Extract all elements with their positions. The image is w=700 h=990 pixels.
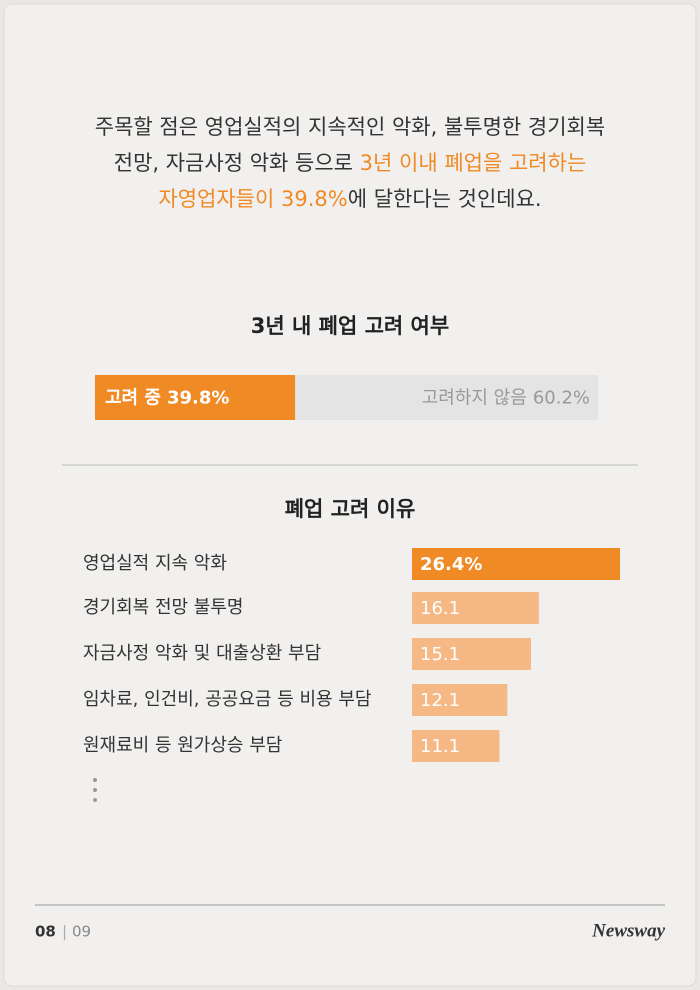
intro-segment: 전망, 자금사정 악화 등으로 xyxy=(114,151,360,175)
segment-label: 고려 중 39.8% xyxy=(105,388,229,409)
category-label: 경기회복 전망 불투명 xyxy=(83,597,243,618)
intro-segment: 에 달한다는 것인데요. xyxy=(348,187,542,211)
intro-segment: 주목할 점은 영업실적의 지속적인 악화, 불투명한 경기회복 xyxy=(95,115,605,139)
value-label: 15.1 xyxy=(420,644,460,665)
bar xyxy=(412,684,508,716)
chart-title: 폐업 고려 이유 xyxy=(285,497,416,521)
more-dots xyxy=(93,778,97,802)
value-label: 60.2% xyxy=(533,388,590,409)
intro-line: 주목할 점은 영업실적의 지속적인 악화, 불투명한 경기회복 xyxy=(95,115,605,139)
bar-segment xyxy=(295,375,598,420)
intro-line: 전망, 자금사정 악화 등으로 3년 이내 폐업을 고려하는 xyxy=(114,151,587,175)
category-label: 원재료비 등 원가상승 부담 xyxy=(83,735,282,756)
chart-title: 3년 내 폐업 고려 여부 xyxy=(251,314,449,338)
value-label: 26.4% xyxy=(420,554,482,575)
category-label: 자금사정 악화 및 대출상환 부담 xyxy=(83,643,321,664)
card xyxy=(3,3,697,987)
value-label: 11.1 xyxy=(420,736,460,757)
bar xyxy=(412,730,500,762)
bar xyxy=(412,638,531,670)
bar xyxy=(412,592,539,624)
bar xyxy=(412,548,621,580)
brand: Newsway xyxy=(591,920,665,941)
intro-line: 자영업자들이 39.8%에 달한다는 것인데요. xyxy=(158,187,541,211)
page-number: 08 xyxy=(35,923,56,941)
legend-name: 고려 중 xyxy=(105,388,161,409)
category-label: 영업실적 지속 악화 xyxy=(83,553,227,574)
page-total: 09 xyxy=(72,923,91,941)
segment-label: 고려하지 않음 60.2% xyxy=(422,388,590,409)
legend-name: 고려하지 않음 xyxy=(422,388,527,409)
page-separator: | xyxy=(62,923,67,941)
bar-segment xyxy=(95,375,296,420)
category-label: 임차료, 인건비, 공공요금 등 비용 부담 xyxy=(83,689,371,710)
intro-segment: 자영업자들이 39.8% xyxy=(158,187,347,211)
value-label: 12.1 xyxy=(420,690,460,711)
intro-segment: 3년 이내 폐업을 고려하는 xyxy=(360,151,587,175)
value-label: 16.1 xyxy=(420,598,460,619)
value-label: 39.8% xyxy=(167,388,229,409)
